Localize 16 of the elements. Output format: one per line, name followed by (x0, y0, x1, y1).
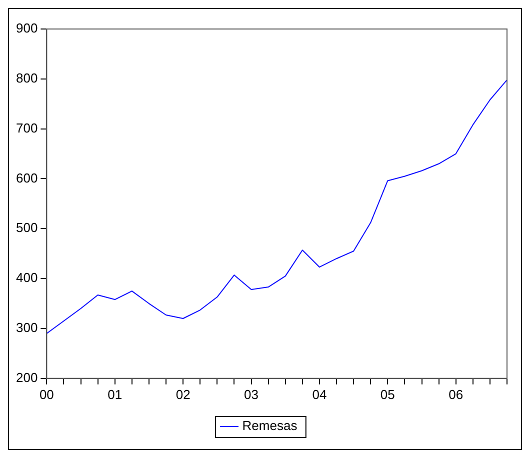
legend-label: Remesas (242, 418, 298, 434)
x-tick-label: 01 (108, 386, 122, 402)
y-tick-label: 200 (16, 370, 38, 385)
x-tick-label: 03 (244, 386, 259, 402)
y-tick-label: 900 (16, 20, 38, 36)
x-tick-label: 00 (39, 386, 54, 402)
y-tick-label: 700 (16, 120, 38, 136)
y-tick-label: 500 (16, 220, 38, 236)
y-tick-label: 400 (16, 270, 38, 286)
x-tick-label: 04 (312, 386, 327, 402)
y-tick-label: 600 (16, 170, 38, 186)
x-tick-label: 05 (380, 386, 395, 402)
x-tick-label: 02 (176, 386, 190, 402)
y-tick-label: 300 (16, 320, 38, 336)
x-tick-label: 06 (448, 386, 464, 402)
y-tick-label: 800 (16, 70, 38, 86)
